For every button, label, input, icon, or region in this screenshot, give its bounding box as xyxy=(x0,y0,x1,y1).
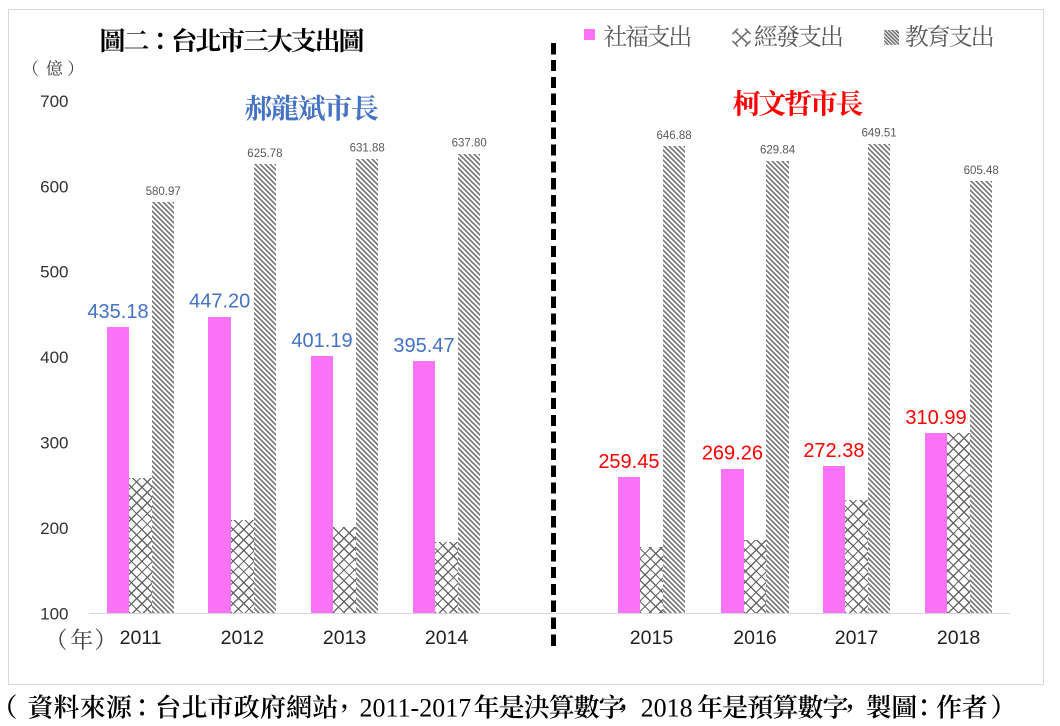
svg-text:2014: 2014 xyxy=(425,627,469,649)
svg-text:310.99: 310.99 xyxy=(905,407,966,429)
svg-text:605.48: 605.48 xyxy=(964,165,999,177)
svg-text:2015: 2015 xyxy=(630,627,674,649)
svg-text:401.19: 401.19 xyxy=(291,330,352,352)
svg-text:2011-2017: 2011-2017 xyxy=(360,694,472,723)
svg-text:637.80: 637.80 xyxy=(452,138,487,150)
svg-text:649.51: 649.51 xyxy=(862,128,897,140)
svg-text:500: 500 xyxy=(40,263,68,282)
svg-text:646.88: 646.88 xyxy=(657,130,692,142)
svg-text:200: 200 xyxy=(40,519,68,538)
svg-text:2012: 2012 xyxy=(221,627,264,649)
svg-text:2018: 2018 xyxy=(641,694,693,723)
svg-text:700: 700 xyxy=(40,92,68,111)
svg-text:447.20: 447.20 xyxy=(189,291,250,313)
svg-text:400: 400 xyxy=(40,348,68,367)
svg-text:631.88: 631.88 xyxy=(350,143,385,155)
svg-text:435.18: 435.18 xyxy=(87,301,148,323)
svg-text:2013: 2013 xyxy=(323,627,366,649)
svg-text:2011: 2011 xyxy=(120,627,162,649)
svg-text:259.45: 259.45 xyxy=(598,451,659,473)
svg-text:100: 100 xyxy=(40,604,68,623)
svg-text:600: 600 xyxy=(40,177,68,196)
svg-text:2018: 2018 xyxy=(937,627,980,649)
svg-text:629.84: 629.84 xyxy=(760,144,796,156)
svg-text:269.26: 269.26 xyxy=(702,443,763,465)
svg-text:300: 300 xyxy=(40,434,68,453)
svg-text:2017: 2017 xyxy=(835,627,878,649)
svg-text:625.78: 625.78 xyxy=(247,148,282,160)
svg-text:2016: 2016 xyxy=(733,627,776,649)
svg-text:395.47: 395.47 xyxy=(393,335,454,357)
svg-text:272.38: 272.38 xyxy=(803,440,864,462)
svg-text:580.97: 580.97 xyxy=(146,186,181,198)
